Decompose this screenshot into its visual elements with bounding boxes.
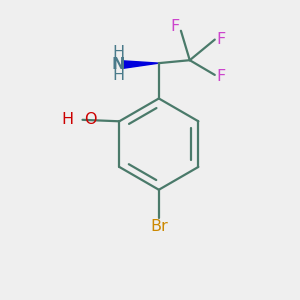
Text: H: H bbox=[61, 112, 74, 127]
Polygon shape bbox=[122, 61, 159, 68]
Text: H: H bbox=[112, 45, 124, 60]
Text: F: F bbox=[217, 69, 226, 84]
Text: F: F bbox=[170, 19, 180, 34]
Text: N: N bbox=[112, 56, 125, 71]
Text: H: H bbox=[112, 68, 124, 83]
Text: O: O bbox=[84, 112, 97, 127]
Text: Br: Br bbox=[150, 219, 168, 234]
Text: F: F bbox=[217, 32, 226, 47]
